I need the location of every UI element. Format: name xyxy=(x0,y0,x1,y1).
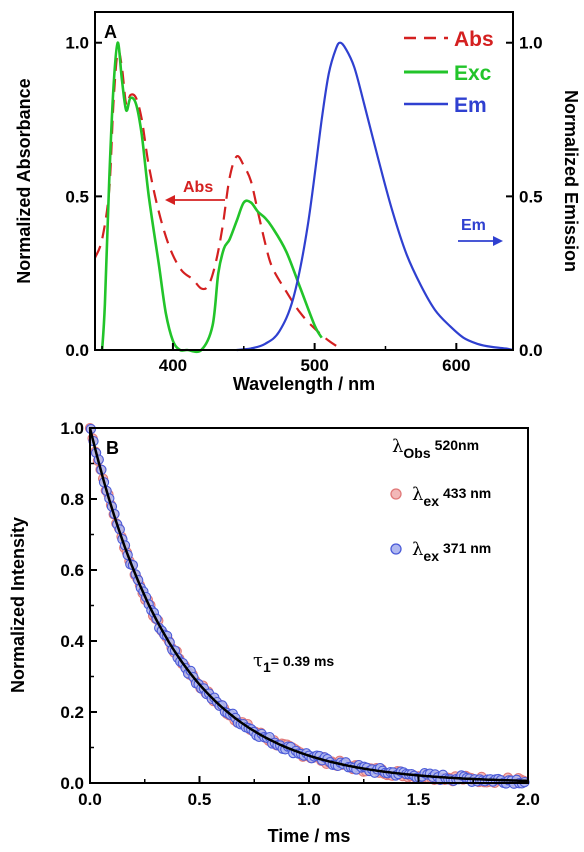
a-xtick-label: 400 xyxy=(159,356,187,375)
a-xtick-label: 600 xyxy=(442,356,470,375)
panel-b-fit-curve xyxy=(88,427,529,783)
b-xtick-label: 2.0 xyxy=(516,790,540,809)
legend-ex371-label: λex 371 nm xyxy=(412,539,491,564)
em-arrow-head xyxy=(493,236,503,246)
panel-a-abs-annotation: Abs xyxy=(165,179,225,205)
a-ytick-label-right: 1.0 xyxy=(519,34,543,53)
a-ytick-label-right: 0.0 xyxy=(519,341,543,360)
exc-curve xyxy=(100,41,323,354)
abs-arrow-head xyxy=(165,195,175,205)
panel-b-frame xyxy=(89,427,529,784)
b-ytick-label: 0.2 xyxy=(60,703,84,722)
a-ytick-label-left: 0.5 xyxy=(65,187,89,206)
panel-a-xlabel: Wavelength / nm xyxy=(233,374,375,394)
b-xtick-label: 0.0 xyxy=(78,790,102,809)
panel-a-frame xyxy=(94,11,514,351)
b-ytick-label: 0.0 xyxy=(60,774,84,793)
panel-a-em-series xyxy=(236,41,514,352)
panel-a-abs-series xyxy=(93,49,344,351)
b-ytick-label: 0.6 xyxy=(60,561,84,580)
b-ytick-label: 1.0 xyxy=(60,419,84,438)
abs-curve xyxy=(93,49,344,351)
panel-b: 0.0 0.5 1.0 1.5 2.0 0.0 0.2 0.4 0.6 0.8 1.0 B Time… xyxy=(8,419,540,846)
em-arrow-label: Em xyxy=(461,217,486,234)
tau-annotation: τ1= 0.39 ms xyxy=(253,650,334,675)
b-ytick-label: 0.8 xyxy=(60,490,84,509)
a-ytick-label-left: 0.0 xyxy=(65,341,89,360)
legend-ex433-label: λex 433 nm xyxy=(412,484,491,509)
b-xtick-label: 0.5 xyxy=(188,790,212,809)
abs-arrow-label: Abs xyxy=(183,179,213,196)
panel-b-legend: λObs 520nm λex 433 nm λex 371 nm xyxy=(390,436,491,564)
panel-b-xlabel: Time / ms xyxy=(268,826,351,846)
panel-a-ylabel-left: Normalized Absorbance xyxy=(14,78,34,283)
panel-a-em-annotation: Em xyxy=(458,217,503,246)
panel-b-data-points xyxy=(84,422,530,789)
legend-ex433-marker xyxy=(390,488,402,500)
legend-ex371-marker xyxy=(390,543,402,555)
panel-b-ylabel: Normalized Intensity xyxy=(8,517,28,693)
panel-b-ticks: 0.0 0.5 1.0 1.5 2.0 0.0 0.2 0.4 0.6 0.8 1.0 xyxy=(60,419,539,809)
legend-em-label: Em xyxy=(454,94,487,117)
panel-a-exc-series xyxy=(100,41,323,354)
panel-a-letter: A xyxy=(104,22,117,42)
a-ytick-label-right: 0.5 xyxy=(519,187,543,206)
a-xtick-label: 500 xyxy=(300,356,328,375)
panel-a-ylabel-right: Normalized Emission xyxy=(561,90,581,272)
panel-a-ticks: 400 500 600 0.0 0.0 0.5 0.5 1.0 1.0 xyxy=(65,34,542,375)
em-curve xyxy=(236,41,514,352)
legend-obs-title: λObs 520nm xyxy=(392,436,479,461)
legend-abs-label: Abs xyxy=(454,28,494,51)
b-ytick-label: 0.4 xyxy=(60,632,84,651)
b-xtick-label: 1.0 xyxy=(297,790,321,809)
legend-exc-label: Exc xyxy=(454,62,492,85)
a-ytick-label-left: 1.0 xyxy=(65,34,89,53)
panel-b-letter: B xyxy=(106,438,119,458)
panel-a: 400 500 600 0.0 0.0 0.5 0.5 1.0 1.0 A Wavelength… xyxy=(14,11,581,394)
b-xtick-label: 1.5 xyxy=(407,790,431,809)
panel-a-legend: Abs Exc Em xyxy=(404,28,494,117)
